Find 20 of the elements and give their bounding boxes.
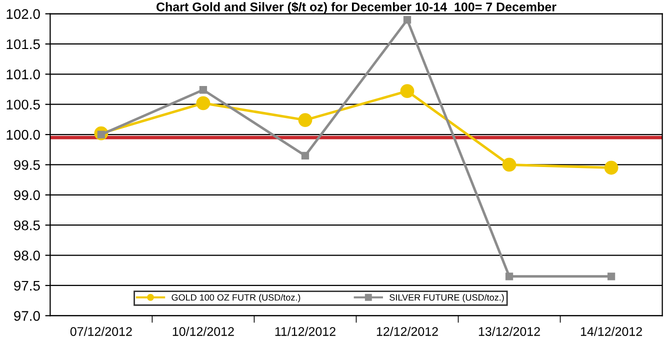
- legend-label: SILVER FUTURE (USD/toz.): [390, 294, 504, 302]
- y-tick-label: 98.5: [14, 220, 40, 230]
- y-tick-label: 97.5: [14, 280, 40, 291]
- x-tick-label: 11/12/2012: [275, 326, 336, 336]
- y-tick-label: 99.0: [14, 190, 40, 200]
- y-tick-label: 99.5: [14, 160, 40, 170]
- x-tick-label: 14/12/2012: [580, 326, 642, 336]
- y-tick-label: 102.0: [6, 9, 40, 19]
- chart-title: Chart Gold and Silver ($/t oz) for December 10-14 100= 7 December: [156, 2, 556, 14]
- y-tick-label: 101.5: [6, 39, 40, 50]
- x-tick-label: 13/12/2012: [478, 326, 540, 336]
- y-tick-label: 100.5: [6, 100, 40, 110]
- x-tick-label: 10/12/2012: [172, 326, 234, 336]
- legend-label: GOLD 100 OZ FUTR (USD/toz.): [172, 294, 300, 302]
- y-tick-label: 97.0: [14, 311, 40, 321]
- y-tick-label: 98.0: [14, 250, 40, 260]
- x-tick-label: 12/12/2012: [376, 326, 438, 336]
- x-tick-label: 07/12/2012: [70, 326, 132, 336]
- y-tick-label: 101.0: [6, 70, 40, 80]
- y-tick-label: 100.0: [6, 130, 40, 140]
